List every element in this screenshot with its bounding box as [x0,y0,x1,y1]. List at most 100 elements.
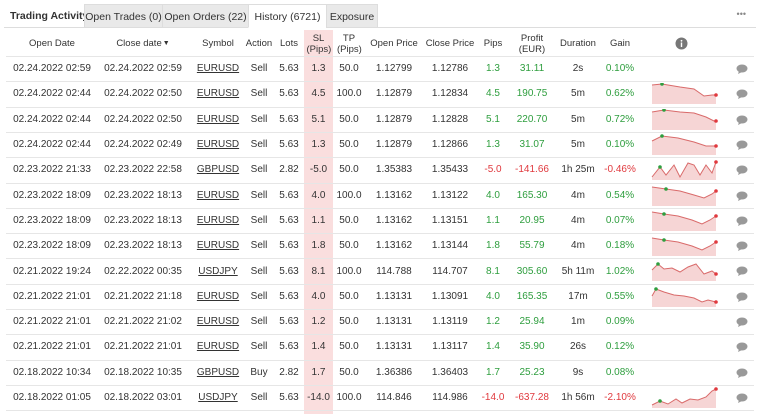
comment-icon[interactable] [736,216,748,226]
table-cell: 190.75 [508,81,556,106]
more-menu[interactable]: ••• [736,9,746,19]
table-cell[interactable]: EURUSD [196,309,240,334]
cell-text: 0.07% [605,214,635,226]
table-cell: Sell [244,258,274,283]
table-cell: 100.0 [334,183,364,208]
table-cell[interactable]: EURUSD [196,284,240,309]
sparkline-low [714,188,718,193]
cell-text: 1.35433 [431,164,469,176]
table-cell[interactable]: EURUSD [196,81,240,106]
cell-text: -14.0 [481,392,505,404]
table-cell[interactable]: EURUSD [196,107,240,132]
comment-icon[interactable] [736,368,748,378]
table-cell: 02.22.2022 00:35 [100,258,186,283]
sparkline-area [652,135,716,155]
cell-text: 1.12799 [375,63,413,75]
column-header: TP (Pips) [334,30,364,57]
table-cell: 1h 25m [558,157,598,182]
table-cell: 5.1 [480,107,506,132]
comment-icon[interactable] [736,64,748,74]
tab[interactable]: Open Orders (22) [162,4,249,28]
cell-text: 02.23.2022 21:33 [13,164,91,176]
table-cell: 31.11 [508,56,556,81]
table-cell[interactable]: GBPUSD [196,360,240,385]
comment-icon[interactable] [736,393,748,403]
table-cell: 0.72% [600,107,640,132]
table-cell[interactable]: EURUSD [196,208,240,233]
table-cell: 165.30 [508,183,556,208]
comment-icon[interactable] [736,241,748,252]
sparkline-low [714,144,718,148]
comment-icon[interactable] [736,317,748,327]
sparkline-area [652,238,716,257]
table-cell: 5.63 [276,107,302,132]
sparkline-low [714,272,718,277]
table-cell: 4.5 [480,81,506,106]
table-cell[interactable]: USDJPY [196,258,240,283]
cell-text: 02.23.2022 18:09 [13,189,91,201]
table-cell: 1.3 [480,56,506,81]
table-cell: 1.13162 [366,233,422,258]
cell-text: 5.63 [279,265,299,277]
table-cell[interactable]: EURUSD [196,132,240,157]
table-cell: 1.13144 [422,233,478,258]
comment-icon[interactable] [736,140,748,150]
cell-text: 2.82 [279,164,299,176]
cell-text: 02.18.2022 03:01 [104,392,182,404]
table-cell: 50.0 [334,132,364,157]
cell-text: 1.13144 [431,240,469,252]
comment-icon[interactable] [736,266,748,277]
comment-icon[interactable] [736,342,748,353]
table-cell[interactable]: USDJPY [196,385,240,410]
cell-text: 02.24.2022 02:59 [104,63,182,75]
table-cell: 02.24.2022 02:49 [100,132,186,157]
table-cell: 1.4 [304,334,333,359]
tab[interactable]: Exposure [326,4,378,28]
table-cell: Sell [244,385,274,410]
cell-text: Sell [250,290,268,302]
table-cell: 114.986 [422,385,478,410]
table-cell: 2.82 [276,360,302,385]
table-cell: 165.35 [508,284,556,309]
cell-text: 0.09% [605,316,635,328]
cell-text: 50.0 [339,113,359,125]
cell-text: 0.18% [605,240,635,252]
table-cell: 5h 11m [558,258,598,283]
cell-text: 1.12828 [431,113,469,125]
comment-icon[interactable] [736,89,748,100]
table-cell: 35.90 [508,334,556,359]
table-cell[interactable]: EURUSD [196,334,240,359]
table-cell[interactable]: GBPUSD [196,157,240,182]
table-cell: 5.63 [276,284,302,309]
table-cell: 1.3 [480,132,506,157]
column-header-text: SL (Pips) [306,32,332,55]
cell-text: 1.13162 [375,240,413,252]
tab[interactable]: Open Trades (0) [84,4,163,28]
table-cell: 02.23.2022 18:13 [100,183,186,208]
cell-text: 02.21.2022 21:01 [13,341,91,353]
comment-icon[interactable] [736,191,748,201]
info-icon[interactable] [675,37,688,50]
cell-text: 31.11 [519,63,545,75]
table-cell[interactable]: EURUSD [196,56,240,81]
column-header-text: Profit (EUR) [518,32,546,55]
row-separator [6,106,754,108]
column-header[interactable]: Close date ▼ [100,30,186,57]
table-cell: 02.18.2022 01:05 [10,385,94,410]
cell-text: 50.0 [339,63,359,75]
table-cell[interactable]: EURUSD [196,183,240,208]
table-cell: 02.18.2022 03:01 [100,385,186,410]
cell-text: 50.0 [339,316,359,328]
comment-icon[interactable] [736,115,748,125]
symbol-link: EURUSD [196,189,240,201]
comment-icon[interactable] [736,165,748,176]
symbol-link: EURUSD [196,113,240,125]
table-cell[interactable]: EURUSD [196,233,240,258]
table-cell: 5.63 [276,258,302,283]
tab[interactable]: History (6721) [248,4,327,28]
table-cell: 114.846 [366,385,422,410]
comment-icon[interactable] [736,292,748,302]
sparkline-low [714,93,718,98]
table-cell: 2.82 [276,157,302,182]
table-cell: 50.0 [334,157,364,182]
